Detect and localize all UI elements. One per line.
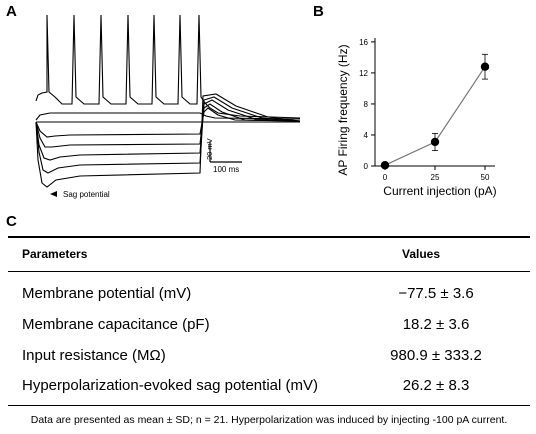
panel-label-b: B	[313, 3, 324, 20]
panel-label-a: A	[6, 3, 17, 20]
row-sag-potential-value: 26.2 ± 8.3	[402, 377, 470, 394]
depolarizing-voltage-trace	[35, 112, 301, 121]
spiking-voltage-trace	[35, 14, 301, 119]
x-axis-label: Current injection (pA)	[383, 184, 496, 198]
header-values: Values	[402, 247, 441, 261]
table-header-rule	[8, 271, 530, 272]
scale-time-label: 100 ms	[213, 165, 239, 174]
table-footnote: Data are presented as mean ± SD; n = 21.…	[30, 414, 508, 426]
data-point	[480, 62, 490, 71]
scale-voltage-label: 20 mV	[205, 138, 214, 160]
hyperpolarizing-voltage-trace	[35, 107, 301, 138]
voltage-trace-group	[35, 14, 301, 188]
x-tick-label: 50	[481, 173, 490, 182]
x-tick-label: 25	[431, 173, 440, 182]
row-membrane-potential-value: −77.5 ± 3.6	[398, 285, 474, 302]
table-top-rule	[8, 236, 530, 238]
y-tick-label: 12	[359, 69, 368, 78]
chart-marks	[380, 53, 490, 170]
table-bottom-rule	[8, 405, 530, 406]
x-tick-label: 0	[383, 173, 388, 182]
row-sag-potential-parameter: Hyperpolarization-evoked sag potential (…	[22, 377, 318, 394]
data-point	[430, 137, 440, 147]
firing-frequency-chart: 0 4 8 12 16 0 25 50 Current injection (pA) AP F…	[336, 38, 497, 198]
row-membrane-capacitance-value: 18.2 ± 3.6	[402, 316, 470, 333]
y-axis-label: AP Firing frequency (Hz)	[336, 44, 350, 175]
voltage-traces-figure: 20 mV 100 ms Sag potential	[35, 14, 301, 199]
y-tick-label: 16	[359, 38, 368, 47]
scale-bar	[209, 142, 242, 163]
header-parameters: Parameters	[22, 247, 88, 261]
row-input-resistance-parameter: Input resistance (MΩ)	[22, 347, 166, 364]
chart-ticks: 0 4 8 12 16 0 25 50	[359, 38, 490, 182]
sag-arrow-icon	[50, 191, 57, 197]
hyperpolarizing-voltage-trace	[35, 99, 301, 161]
y-tick-label: 0	[364, 162, 369, 171]
hyperpolarizing-voltage-trace	[35, 93, 301, 188]
y-tick-label: 8	[364, 100, 369, 109]
panel-label-c: C	[6, 213, 17, 230]
hyperpolarizing-voltage-trace	[35, 103, 301, 148]
y-tick-label: 4	[364, 131, 369, 140]
row-membrane-capacitance-parameter: Membrane capacitance (pF)	[22, 316, 210, 333]
row-input-resistance-value: 980.9 ± 333.2	[390, 347, 482, 364]
row-membrane-potential-parameter: Membrane potential (mV)	[22, 285, 192, 302]
sag-annotation-label: Sag potential	[63, 190, 110, 199]
data-point	[380, 161, 390, 170]
hyperpolarizing-voltage-trace	[35, 96, 301, 174]
